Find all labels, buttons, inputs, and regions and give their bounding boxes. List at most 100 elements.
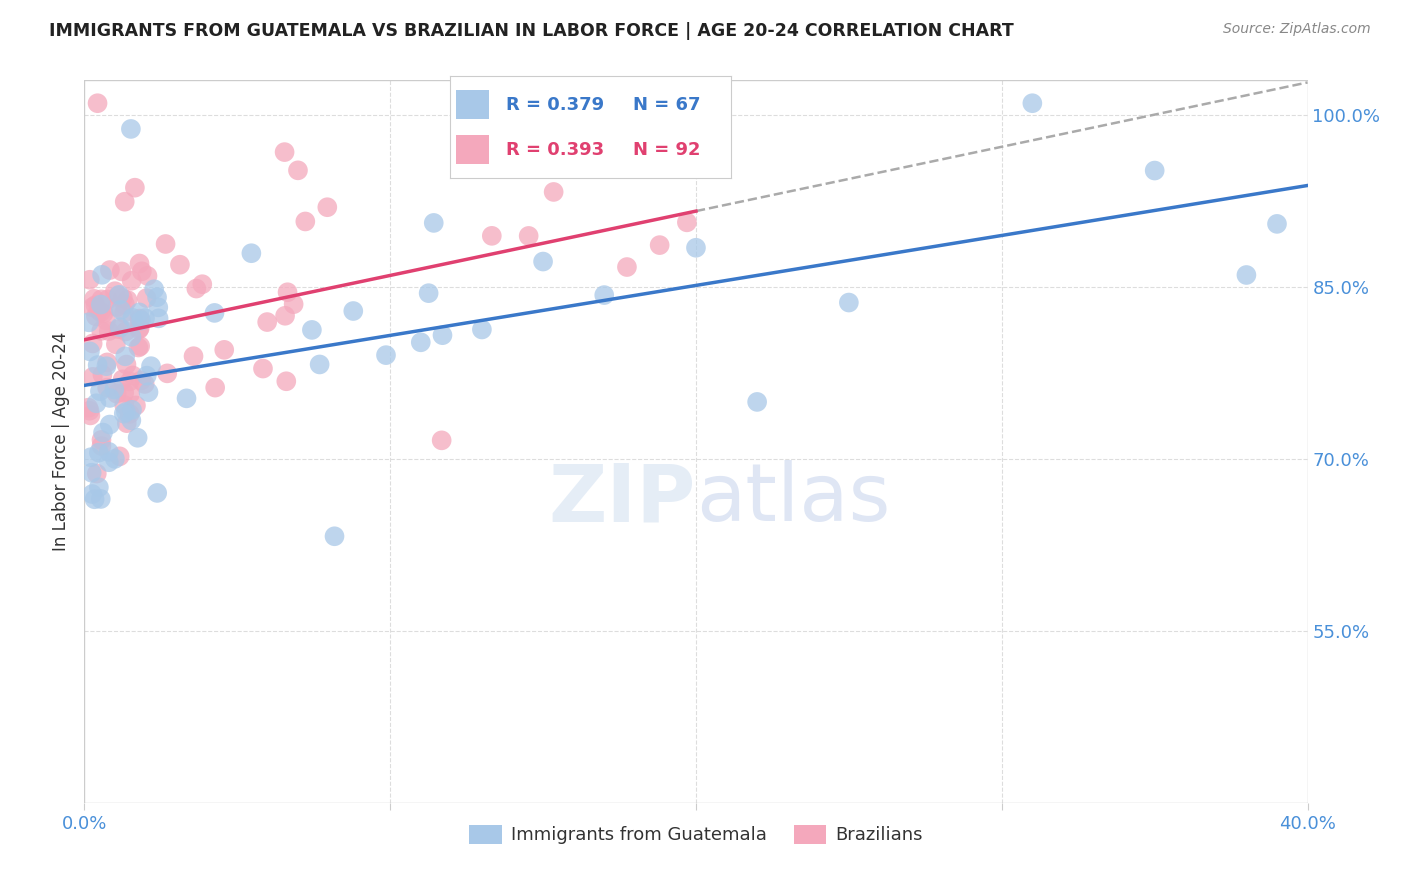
Point — [273, 145, 295, 160]
Point — [127, 431, 149, 445]
Point — [79, 409, 101, 423]
Point — [301, 323, 323, 337]
Point — [79, 344, 101, 359]
Point — [531, 254, 554, 268]
Point — [308, 358, 330, 372]
Point — [471, 322, 494, 336]
Point — [112, 306, 135, 320]
Point — [91, 425, 114, 440]
Point — [277, 285, 299, 300]
Point — [124, 180, 146, 194]
Point — [294, 214, 316, 228]
Point — [134, 376, 156, 391]
Point — [129, 373, 152, 387]
Point — [103, 383, 125, 397]
Point — [648, 238, 671, 252]
Point — [115, 358, 138, 372]
Point — [97, 324, 120, 338]
Point — [79, 403, 101, 417]
Point — [110, 302, 132, 317]
Point — [120, 386, 142, 401]
Point — [77, 315, 100, 329]
Point — [117, 293, 139, 307]
Point — [121, 274, 143, 288]
Point — [120, 122, 142, 136]
Point — [105, 386, 128, 401]
Point — [323, 529, 346, 543]
Point — [252, 361, 274, 376]
Point — [82, 300, 104, 314]
Point — [342, 304, 364, 318]
Point — [82, 487, 104, 501]
Point — [136, 268, 159, 283]
Point — [115, 405, 138, 419]
Point — [169, 258, 191, 272]
Point — [1236, 268, 1258, 282]
Point — [114, 194, 136, 209]
Point — [96, 381, 118, 395]
Point — [543, 185, 565, 199]
Point — [108, 320, 131, 334]
Point — [107, 322, 129, 336]
Point — [127, 341, 149, 355]
Point — [143, 282, 166, 296]
Point — [121, 310, 143, 325]
Point — [274, 309, 297, 323]
Point — [79, 273, 101, 287]
Point — [138, 385, 160, 400]
Point — [98, 391, 121, 405]
Point — [129, 313, 152, 327]
Point — [176, 392, 198, 406]
Point — [90, 297, 112, 311]
Y-axis label: In Labor Force | Age 20-24: In Labor Force | Age 20-24 — [52, 332, 70, 551]
Point — [80, 450, 103, 465]
Point — [90, 305, 112, 319]
Point — [517, 228, 540, 243]
Point — [204, 306, 226, 320]
Point — [616, 260, 638, 274]
Point — [316, 200, 339, 214]
Point — [240, 246, 263, 260]
Point — [111, 372, 134, 386]
Point — [104, 451, 127, 466]
Point — [87, 303, 110, 318]
Point — [128, 322, 150, 336]
Point — [121, 402, 143, 417]
Point — [97, 445, 120, 459]
Point — [125, 399, 148, 413]
Point — [108, 288, 131, 302]
Text: ZIP: ZIP — [548, 460, 696, 539]
Point — [115, 416, 138, 430]
Point — [86, 396, 108, 410]
Point — [108, 450, 131, 464]
Point — [114, 297, 136, 311]
Point — [96, 359, 118, 374]
Point — [212, 343, 235, 357]
Point — [276, 374, 298, 388]
Point — [112, 407, 135, 421]
Point — [418, 286, 440, 301]
Point — [409, 335, 432, 350]
Point — [128, 256, 150, 270]
Point — [86, 96, 108, 111]
Point — [183, 349, 205, 363]
Point — [77, 401, 100, 415]
Point — [186, 281, 208, 295]
Point — [128, 313, 150, 327]
Point — [134, 311, 156, 326]
Point — [90, 491, 112, 506]
Point — [156, 367, 179, 381]
Point — [107, 289, 129, 303]
Point — [112, 385, 135, 400]
Point — [430, 434, 453, 448]
Point — [148, 311, 170, 326]
Point — [82, 336, 104, 351]
Point — [146, 290, 169, 304]
Point — [685, 241, 707, 255]
Point — [838, 295, 860, 310]
Point — [283, 297, 305, 311]
Point — [104, 284, 127, 298]
Point — [90, 324, 112, 338]
Point — [82, 369, 104, 384]
Point — [481, 228, 503, 243]
